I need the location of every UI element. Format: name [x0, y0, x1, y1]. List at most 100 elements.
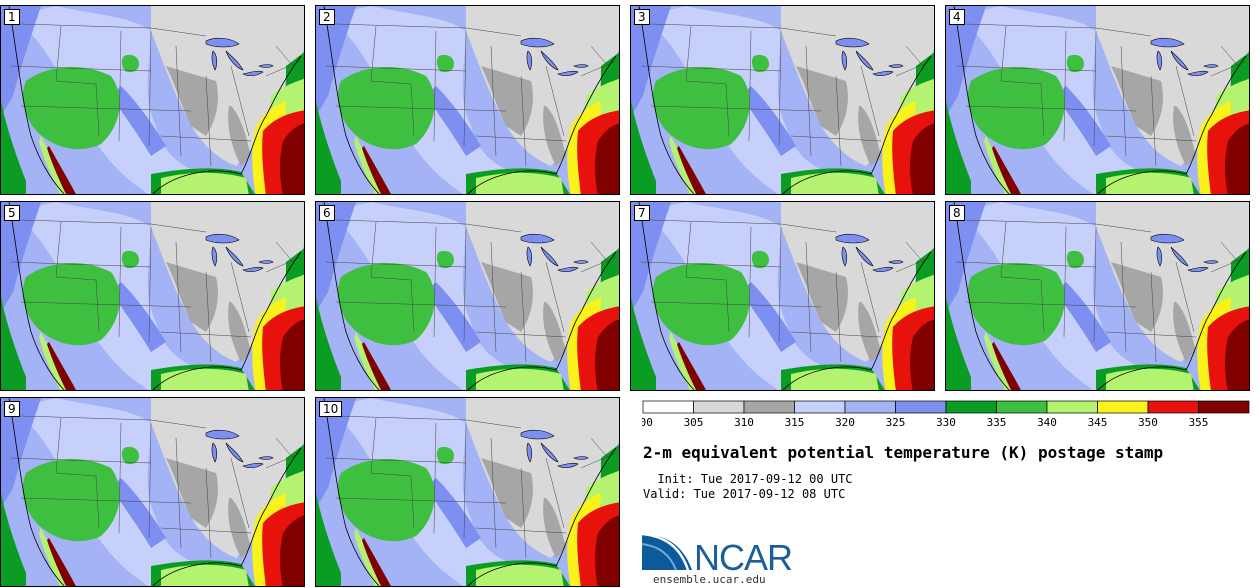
thetae-region	[946, 101, 971, 194]
thetae-region	[1111, 66, 1163, 136]
thetae-region	[1225, 319, 1249, 390]
state-border	[475, 331, 567, 338]
colorbar-bin	[743, 400, 795, 414]
stamp-panel-6: 6	[315, 201, 620, 391]
state-border	[20, 219, 207, 233]
state-border	[1105, 135, 1197, 142]
thetae-region	[1106, 368, 1194, 390]
lake-outline	[1170, 50, 1189, 71]
stamp-panel-2: 2	[315, 5, 620, 195]
theta-e-map	[316, 6, 619, 194]
state-border	[1105, 331, 1197, 338]
state-border	[905, 45, 924, 67]
state-border	[650, 301, 822, 308]
state-border	[490, 241, 497, 353]
coastline	[638, 202, 932, 390]
thetae-region	[652, 66, 750, 150]
lake-outline	[557, 266, 579, 273]
state-border	[955, 261, 1097, 268]
lake-outline	[841, 246, 848, 267]
lake-outline	[835, 37, 870, 48]
coastline	[953, 202, 1247, 390]
thetae-region	[284, 12, 304, 41]
lake-outline	[855, 246, 874, 267]
lake-outline	[211, 246, 218, 267]
coastline	[8, 6, 302, 194]
state-border	[148, 30, 152, 147]
state-border	[20, 497, 192, 504]
state-border	[230, 65, 250, 137]
thetae-region	[121, 250, 139, 269]
theta-e-map	[946, 6, 1249, 194]
state-border	[860, 261, 880, 333]
state-border	[55, 221, 100, 333]
state-border	[748, 226, 752, 338]
lake-outline	[1150, 233, 1185, 244]
state-border	[650, 23, 837, 37]
lake-outline	[841, 50, 848, 71]
lake-outline	[225, 246, 244, 267]
state-border	[175, 437, 182, 549]
state-border	[835, 271, 842, 363]
lake-outline	[242, 462, 264, 469]
thetae-region	[1, 297, 26, 390]
coastline	[8, 398, 302, 586]
coastline	[638, 6, 932, 194]
stamp-panel-10: 10	[315, 397, 620, 587]
thetae-region	[741, 86, 796, 156]
state-border	[55, 25, 100, 137]
state-border	[778, 30, 782, 147]
thetae-region	[166, 66, 218, 136]
state-border	[325, 261, 467, 268]
panel-number: 6	[319, 205, 335, 221]
lake-outline	[573, 456, 589, 460]
state-border	[1175, 65, 1195, 137]
colorbar-legend: 300 305 310 315 320 325 330 335 340 345 350 355	[642, 400, 1250, 429]
state-border	[1150, 271, 1157, 363]
state-border	[545, 65, 565, 137]
thetae-region	[631, 297, 656, 390]
thetae-region	[791, 172, 879, 194]
state-border	[590, 241, 609, 263]
thetae-region	[967, 262, 1065, 346]
lake-outline	[540, 50, 559, 71]
state-border	[965, 219, 1152, 233]
state-border	[475, 527, 567, 534]
thetae-region	[751, 54, 769, 73]
state-border	[520, 467, 527, 559]
thetae-region	[599, 404, 619, 433]
colorbar-tick-label: 325	[886, 416, 906, 429]
lake-outline	[1187, 266, 1209, 273]
ncar-logo: NCAR	[642, 532, 792, 572]
thetae-region	[910, 319, 934, 390]
thetae-region	[1056, 282, 1111, 352]
panel-number: 7	[634, 205, 650, 221]
ncar-swoosh-icon	[642, 534, 692, 570]
lake-outline	[526, 50, 533, 71]
lake-outline	[205, 233, 240, 244]
state-border	[325, 457, 467, 464]
ncar-logo-text: NCAR	[694, 537, 792, 572]
state-border	[520, 271, 527, 363]
state-border	[835, 75, 842, 167]
state-border	[1000, 25, 1045, 137]
thetae-region	[426, 478, 481, 548]
theta-e-map	[631, 202, 934, 390]
thetae-region	[111, 478, 166, 548]
thetae-region	[436, 250, 454, 269]
thetae-region	[631, 202, 671, 312]
thetae-region	[543, 106, 566, 166]
colorbar-bin	[895, 400, 947, 414]
state-border	[20, 105, 192, 112]
thetae-region	[284, 404, 304, 433]
thetae-region	[166, 458, 218, 528]
lake-outline	[211, 442, 218, 463]
thetae-region	[161, 564, 249, 586]
panel-number: 4	[949, 9, 965, 25]
thetae-region	[595, 515, 619, 586]
lake-outline	[835, 233, 870, 244]
state-border	[640, 261, 782, 268]
thetae-region	[22, 262, 120, 346]
state-border	[965, 105, 1137, 112]
state-border	[433, 226, 437, 338]
